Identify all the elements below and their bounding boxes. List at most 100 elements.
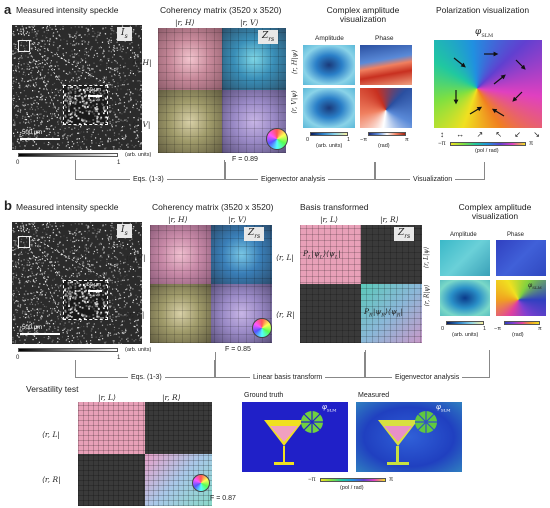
v-matrix-grid (78, 402, 212, 506)
b-row-r: ⟨r, R| (276, 310, 295, 319)
a-phase-unit: (rad) (378, 143, 390, 149)
b-row-v: ⟨r, V| (126, 310, 145, 319)
v-block-ll (78, 402, 145, 454)
b-row-l-psi: ⟨r, L|ψ⟩ (423, 246, 431, 269)
b-phi-label: φSLM (528, 282, 542, 291)
a-pol-unit: (pol / rad) (475, 148, 499, 154)
a-scale-bar-50 (88, 95, 102, 97)
v-gt-image (242, 402, 348, 472)
b-coherency-matrix (150, 225, 272, 343)
a-amp-min: 0 (306, 137, 310, 143)
a-flow-vis: Visualization (410, 176, 456, 183)
a-coherency-matrix (158, 28, 286, 153)
v-color-wheel (192, 474, 210, 492)
b-fidelity: F = 0.85 (225, 346, 251, 353)
b-phase-max: π (538, 326, 542, 332)
a-phase-h (360, 45, 412, 85)
a-phi-label: φSLM (475, 27, 494, 39)
a-coherency-title: Coherency matrix (3520 x 3520) (160, 5, 282, 15)
b-gray-colorbar (18, 348, 118, 352)
v-row-r: ⟨r, R| (42, 475, 61, 484)
a-flow-eqs: Eqs. (1-3) (130, 176, 167, 183)
v-meas-cocktail (378, 411, 437, 465)
a-row-h-psi: ⟨r, H|ψ⟩ (290, 49, 299, 75)
a-scale-bar-500 (20, 138, 60, 140)
b-block-rl (300, 284, 361, 343)
b-phase-r (496, 280, 546, 316)
b-phase-label: Phase (507, 232, 525, 238)
v-gt-label: Ground truth (244, 392, 284, 399)
a-scale-500: 500 μm (22, 130, 43, 136)
a-coherency-tag: Zrs (258, 30, 279, 44)
speckle-texture (64, 86, 107, 124)
b-amp-unit: (arb. units) (452, 332, 479, 338)
b-color-wheel (252, 318, 272, 338)
a-complex-title: Complex amplitude visualization (326, 5, 400, 25)
b-scale-bar-500 (20, 333, 60, 335)
v-colorbar (320, 478, 386, 482)
a-speckle-roi (18, 40, 30, 52)
b-block-hh (150, 225, 211, 284)
a-matrix-grid (158, 28, 286, 153)
b-flow-linear: Linear basis transform (250, 374, 326, 381)
b-basis-matrix (300, 225, 422, 343)
b-coherency-title: Coherency matrix (3520 x 3520) (152, 202, 274, 212)
b-row-h: ⟨r, H| (126, 253, 146, 262)
a-gray-colorbar (18, 153, 118, 157)
b-speckle-zoom (63, 280, 108, 320)
a-amp-v (303, 88, 355, 128)
panel-a-letter: a (4, 2, 12, 17)
b-flow-eqs: Eqs. (1-3) (128, 374, 165, 381)
b-scale-50: 50 μm (87, 282, 101, 288)
a-cb-min: 0 (16, 160, 20, 166)
speckle-texture (64, 281, 107, 319)
b-basis-title: Basis transformed (300, 202, 369, 212)
b-block-rr (361, 284, 422, 343)
v-col-l: |r, L⟩ (98, 393, 116, 402)
b-pl-projector: PL|ψL⟩⟨ψL| (303, 249, 341, 261)
b-amp-min: 0 (441, 326, 445, 332)
a-scale-50: 50 μm (87, 87, 101, 93)
b-scale-500: 500 μm (22, 325, 43, 331)
a-amplitude-label: Amplitude (315, 35, 344, 42)
b-amp-r (440, 280, 490, 316)
v-cb-max: π (389, 477, 394, 483)
b-col-v: |r, V⟩ (228, 215, 247, 224)
v-block-rl (78, 454, 145, 506)
a-fidelity: F = 0.89 (232, 156, 258, 163)
b-row-l: ⟨r, L| (276, 253, 294, 262)
b-amp-max: 1 (483, 326, 487, 332)
b-pr-projector: PR|ψR⟩⟨ψR| (364, 307, 404, 319)
b-phase-min: −π (494, 326, 502, 332)
a-polarization-map (434, 40, 542, 128)
a-speckle-title: Measured intensity speckle (16, 5, 119, 15)
v-row-l: ⟨r, L| (42, 430, 60, 439)
a-cb-unit: (arb. units) (125, 152, 152, 158)
v-meas-phi: φSLM (436, 403, 451, 413)
a-amp-colorbar (310, 132, 348, 136)
a-row-h: ⟨r, H| (132, 58, 152, 67)
a-pol-arrow-legend: ↕ ↔ ↗ ↖ ↙ ↘ ↕ (440, 130, 550, 139)
v-meas-image (356, 402, 462, 472)
a-phase-label: Phase (375, 35, 394, 42)
b-basis-grid (300, 225, 422, 343)
v-block-lr (145, 402, 212, 454)
b-block-vh (150, 284, 211, 343)
a-col-h: |r, H⟩ (175, 18, 195, 27)
a-flow-eigen: Eigenvector analysis (258, 176, 329, 183)
b-cb-unit: (arb. units) (125, 347, 152, 353)
b-basis-tag: Zrs (394, 227, 415, 241)
a-pol-max: π (529, 141, 534, 147)
v-matrix (78, 402, 212, 506)
a-color-wheel (266, 128, 288, 150)
a-col-v: |r, V⟩ (240, 18, 259, 27)
v-gt-phi: φSLM (322, 403, 337, 413)
a-phase-colorbar (368, 132, 406, 136)
a-zoom-dashes (29, 39, 109, 126)
a-pol-arrows (453, 51, 526, 117)
a-row-v-psi: ⟨r, V|ψ⟩ (289, 90, 298, 114)
b-complex-title: Complex amplitude visualization (458, 202, 532, 222)
b-col-l: |r, L⟩ (320, 215, 338, 224)
b-col-h: |r, H⟩ (168, 215, 188, 224)
a-speckle-zoom (63, 85, 108, 125)
